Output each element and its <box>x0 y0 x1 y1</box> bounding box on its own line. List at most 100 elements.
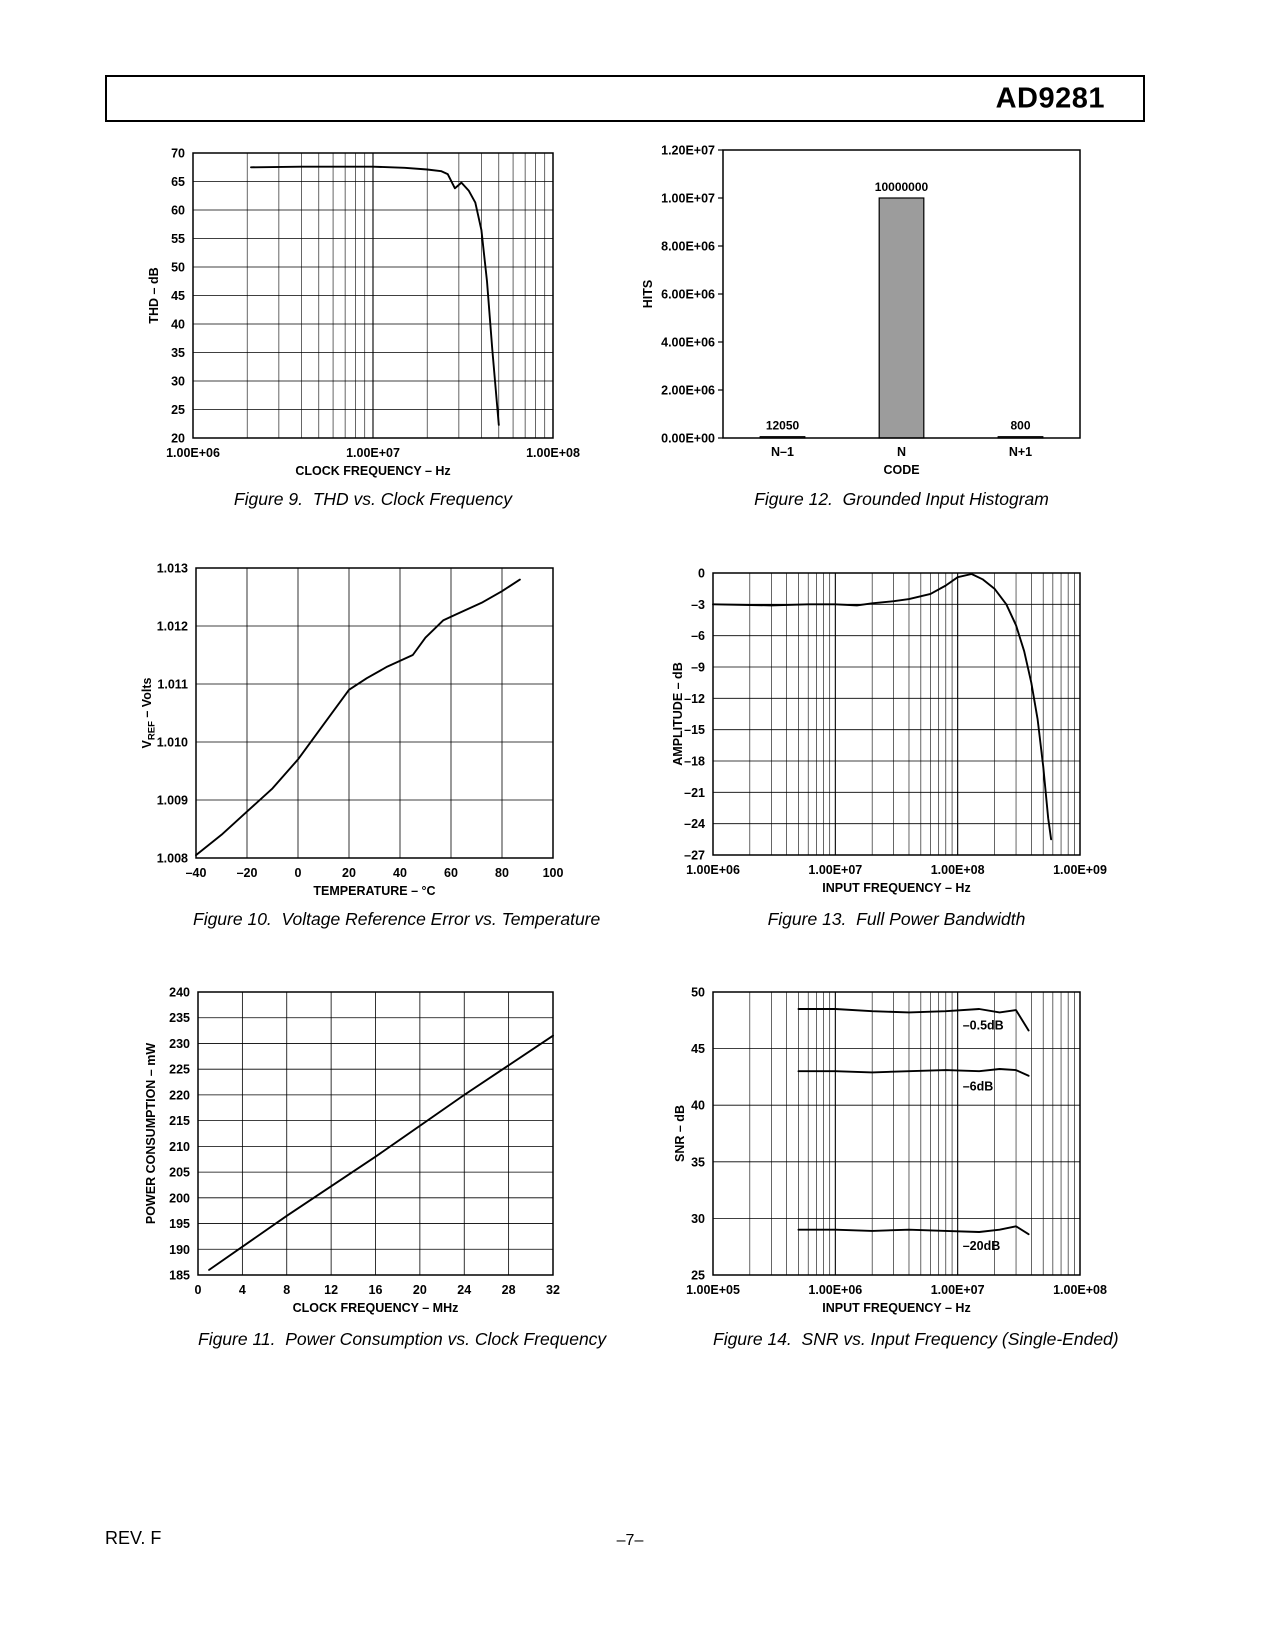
svg-text:INPUT FREQUENCY – Hz: INPUT FREQUENCY – Hz <box>822 881 970 895</box>
svg-text:65: 65 <box>171 175 185 189</box>
svg-text:60: 60 <box>171 204 185 218</box>
svg-text:VREF – Volts: VREF – Volts <box>140 678 158 749</box>
svg-text:–20dB: –20dB <box>963 1239 1001 1253</box>
svg-text:185: 185 <box>169 1269 190 1283</box>
svg-text:30: 30 <box>171 375 185 389</box>
svg-text:–12: –12 <box>684 692 705 706</box>
header-rule: AD9281 <box>105 75 1145 122</box>
svg-text:1.00E+06: 1.00E+06 <box>808 1283 862 1297</box>
svg-text:–18: –18 <box>684 755 705 769</box>
svg-text:1.00E+08: 1.00E+08 <box>1053 1283 1107 1297</box>
power-consumption-chart: 185 190 195 200 205 210 215 220 225 230 235 240 0 4 8 1… <box>144 986 560 1316</box>
svg-text:28: 28 <box>502 1283 516 1297</box>
svg-text:12050: 12050 <box>766 419 800 433</box>
svg-text:24: 24 <box>457 1283 471 1297</box>
figure-10: 1.008 1.009 1.010 1.011 1.012 1.013 –40 –20 0 20 4… <box>140 558 601 930</box>
svg-text:8: 8 <box>283 1283 290 1297</box>
thd-vs-clock-frequency-chart: 20 25 30 35 40 45 50 55 60 65 70 1.00E+06 1.00E+07 1.… <box>147 147 580 479</box>
figure-11-caption: Figure 11. Power Consumption vs. Clock F… <box>198 1329 607 1349</box>
figure-10-caption: Figure 10. Voltage Reference Error vs. T… <box>193 909 601 929</box>
revision-label: REV. F <box>105 1528 162 1548</box>
page-number: –7– <box>616 1532 644 1549</box>
svg-text:1.013: 1.013 <box>157 562 188 576</box>
svg-text:4: 4 <box>239 1283 246 1297</box>
vref-vs-temperature-chart: 1.008 1.009 1.010 1.011 1.012 1.013 –40 –20 0 20 4… <box>140 562 564 899</box>
svg-text:200: 200 <box>169 1191 190 1205</box>
figure-9-caption: Figure 9. THD vs. Clock Frequency <box>233 489 513 509</box>
svg-text:20: 20 <box>342 866 356 880</box>
svg-text:N: N <box>897 445 906 459</box>
svg-text:235: 235 <box>169 1011 190 1025</box>
svg-text:230: 230 <box>169 1037 190 1051</box>
figure-13-caption: Figure 13. Full Power Bandwidth <box>767 909 1026 929</box>
svg-text:240: 240 <box>169 986 190 1000</box>
svg-text:80: 80 <box>495 866 509 880</box>
svg-text:1.00E+07: 1.00E+07 <box>931 1283 985 1297</box>
svg-text:35: 35 <box>171 346 185 360</box>
svg-text:1.010: 1.010 <box>157 736 188 750</box>
svg-text:20: 20 <box>171 432 185 446</box>
full-power-bandwidth-chart: 0 –3 –6 –9 –12 –15 –18 –21 –24 –271.00E+06 1.00E+0… <box>671 567 1107 896</box>
svg-text:1.00E+07: 1.00E+07 <box>346 446 400 460</box>
svg-text:45: 45 <box>691 1042 705 1056</box>
svg-text:–6dB: –6dB <box>963 1079 994 1093</box>
grounded-input-histogram-chart: 12050 N–1 10000000 N 800 N+1 0.00E+00 2.00E+06 4… <box>641 144 1081 477</box>
snr-vs-input-frequency-chart: –0.5dB –6dB –20dB 25 30 35 40 45 50 1.00E+05 1.00E… <box>673 986 1107 1316</box>
svg-text:10000000: 10000000 <box>875 180 929 194</box>
svg-text:–24: –24 <box>684 817 705 831</box>
svg-text:1.012: 1.012 <box>157 620 188 634</box>
svg-text:AMPLITUDE – dB: AMPLITUDE – dB <box>671 662 685 765</box>
svg-text:CLOCK FREQUENCY – MHz: CLOCK FREQUENCY – MHz <box>293 1301 459 1315</box>
svg-text:1.00E+07: 1.00E+07 <box>808 863 862 877</box>
svg-text:N+1: N+1 <box>1009 445 1032 459</box>
svg-text:1.20E+07: 1.20E+07 <box>661 144 715 158</box>
svg-text:40: 40 <box>171 318 185 332</box>
svg-text:TEMPERATURE – °C: TEMPERATURE – °C <box>313 884 435 898</box>
svg-text:1.00E+09: 1.00E+09 <box>1053 863 1107 877</box>
svg-text:1.00E+06: 1.00E+06 <box>686 863 740 877</box>
svg-text:30: 30 <box>691 1212 705 1226</box>
svg-text:INPUT FREQUENCY – Hz: INPUT FREQUENCY – Hz <box>822 1301 970 1315</box>
svg-text:800: 800 <box>1010 419 1030 433</box>
figure-11: 185 190 195 200 205 210 215 220 225 230 235 240 0 4 8 1… <box>140 983 607 1350</box>
svg-text:100: 100 <box>543 866 564 880</box>
svg-text:SNR – dB: SNR – dB <box>673 1105 687 1162</box>
svg-text:20: 20 <box>413 1283 427 1297</box>
figure-12: 12050 N–1 10000000 N 800 N+1 0.00E+00 2.00E+06 4… <box>630 140 1110 510</box>
svg-text:1.00E+07: 1.00E+07 <box>661 192 715 206</box>
svg-text:25: 25 <box>171 403 185 417</box>
figure-14: –0.5dB –6dB –20dB 25 30 35 40 45 50 1.00E+05 1.00E… <box>630 983 1119 1350</box>
svg-text:225: 225 <box>169 1063 190 1077</box>
svg-text:55: 55 <box>171 232 185 246</box>
svg-text:2.00E+06: 2.00E+06 <box>661 384 715 398</box>
svg-text:60: 60 <box>444 866 458 880</box>
svg-text:0: 0 <box>698 567 705 581</box>
svg-text:–40: –40 <box>186 866 207 880</box>
svg-text:12: 12 <box>324 1283 338 1297</box>
svg-text:N–1: N–1 <box>771 445 794 459</box>
part-number: AD9281 <box>995 82 1105 114</box>
svg-text:205: 205 <box>169 1166 190 1180</box>
svg-text:–3: –3 <box>691 598 705 612</box>
figure-12-caption: Figure 12. Grounded Input Histogram <box>754 489 1049 509</box>
svg-text:6.00E+06: 6.00E+06 <box>661 288 715 302</box>
svg-text:–21: –21 <box>684 786 705 800</box>
svg-text:190: 190 <box>169 1243 190 1257</box>
figure-13: 0 –3 –6 –9 –12 –15 –18 –21 –24 –27 1.00E+06 1.00E+0… <box>630 560 1110 930</box>
svg-text:1.008: 1.008 <box>157 852 188 866</box>
svg-text:0.00E+00: 0.00E+00 <box>661 432 715 446</box>
svg-text:HITS: HITS <box>641 280 655 308</box>
svg-text:8.00E+06: 8.00E+06 <box>661 240 715 254</box>
svg-text:215: 215 <box>169 1114 190 1128</box>
svg-text:40: 40 <box>393 866 407 880</box>
svg-text:1.00E+08: 1.00E+08 <box>526 446 580 460</box>
svg-text:1.00E+08: 1.00E+08 <box>931 863 985 877</box>
svg-text:–15: –15 <box>684 723 705 737</box>
svg-text:–27: –27 <box>684 849 705 863</box>
svg-text:CODE: CODE <box>883 463 919 477</box>
svg-text:16: 16 <box>369 1283 383 1297</box>
svg-text:25: 25 <box>691 1269 705 1283</box>
svg-text:45: 45 <box>171 289 185 303</box>
svg-text:THD – dB: THD – dB <box>147 267 161 323</box>
